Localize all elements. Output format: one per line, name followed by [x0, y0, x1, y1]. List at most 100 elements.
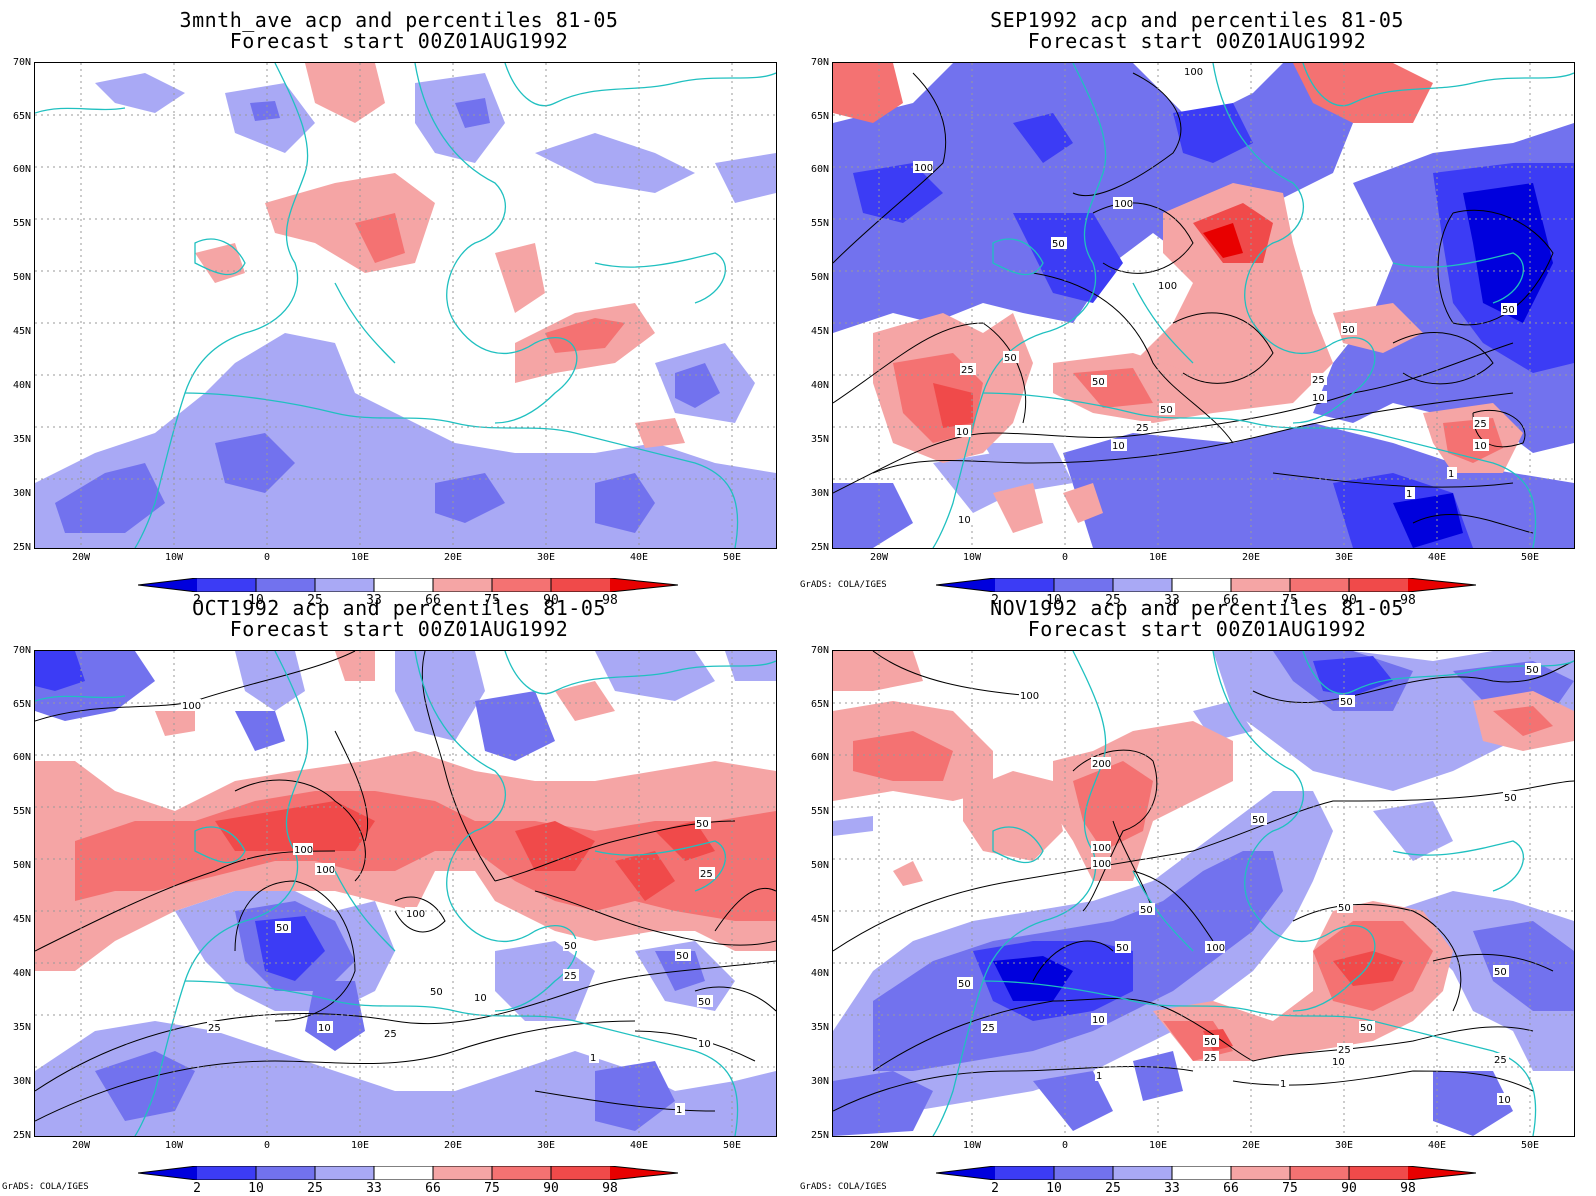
- lon-label: 0: [1061, 1140, 1069, 1151]
- lon-label: 10W: [164, 552, 184, 563]
- lat-label: 70N: [12, 57, 31, 68]
- contour-label: 50: [1340, 697, 1353, 708]
- lon-label: 20E: [443, 1140, 463, 1151]
- colorbar-label: 66: [1223, 593, 1239, 608]
- lat-label: 60N: [810, 164, 829, 175]
- contour-label: 50: [276, 923, 289, 934]
- colorbar: [138, 1166, 678, 1180]
- lat-label: 30N: [810, 488, 829, 499]
- grads-credit: GrADS: COLA/IGES: [2, 1182, 89, 1192]
- contour-label: 10: [318, 1023, 331, 1034]
- colorbar-label: 66: [1223, 1181, 1239, 1196]
- contour-label: 100: [1092, 859, 1111, 870]
- panel-title: SEP1992 acp and percentiles 81-05: [990, 8, 1404, 32]
- contour-label: 10: [956, 427, 969, 438]
- colorbar: [138, 578, 678, 592]
- lat-label: 40N: [810, 968, 829, 979]
- lat-label: 50N: [12, 860, 31, 871]
- contour-label: 50: [696, 819, 709, 830]
- contour-labels: 100 100 100 50 100 50 50 25 50 50 50 25 …: [913, 65, 1517, 526]
- lon-label: 20E: [1241, 1140, 1261, 1151]
- colorbar-label: 10: [1046, 593, 1062, 608]
- colorbar-label: 2: [193, 593, 201, 608]
- contour-label: 50: [1116, 943, 1129, 954]
- panel-subtitle: Forecast start 00Z01AUG1992: [1027, 617, 1367, 641]
- contour-label: 10: [1112, 441, 1125, 452]
- lon-label: 20W: [869, 552, 889, 563]
- lat-label: 30N: [12, 1076, 31, 1087]
- contour-label: 1: [590, 1053, 596, 1064]
- lat-label: 25N: [810, 542, 829, 553]
- lat-label: 35N: [810, 434, 829, 445]
- coastline: [932, 63, 1574, 548]
- contour-label: 200: [1092, 759, 1111, 770]
- lat-label: 70N: [810, 57, 829, 68]
- contour-label: 50: [698, 997, 711, 1008]
- panel-3mnth-ave: 3mnth_ave acp and percentiles 81-05 Fore…: [0, 0, 798, 607]
- contour-label: 10: [1092, 1015, 1105, 1026]
- lon-label: 10E: [350, 552, 370, 563]
- lat-label: 60N: [12, 164, 31, 175]
- contour-label: 25: [1312, 375, 1325, 386]
- contour-label: 50: [564, 941, 577, 952]
- colorbar-label: 2: [991, 1181, 999, 1196]
- colorbar-label: 90: [1341, 1181, 1357, 1196]
- lat-label: 65N: [810, 699, 829, 710]
- lon-label: 20E: [443, 552, 463, 563]
- contour-label: 25: [961, 365, 974, 376]
- contour-label: 10: [958, 515, 971, 526]
- panel-sep1992: SEP1992 acp and percentiles 81-05 Foreca…: [798, 0, 1596, 607]
- shading-blue: [35, 73, 776, 548]
- lat-label: 55N: [810, 806, 829, 817]
- contour-label: 50: [1052, 239, 1065, 250]
- shading-red: [833, 63, 1523, 533]
- contour-label: 50: [1004, 353, 1017, 364]
- colorbar-label: 25: [1105, 1181, 1121, 1196]
- contour-labels: 100 100 100 100 50 50 25 50 50 10 50 25 …: [181, 699, 715, 1116]
- lat-label: 65N: [810, 111, 829, 122]
- lat-label: 35N: [12, 1022, 31, 1033]
- colorbar-label: 33: [366, 1181, 382, 1196]
- colorbar-label: 66: [425, 1181, 441, 1196]
- lon-label: 10E: [350, 1140, 370, 1151]
- colorbar-label: 2: [193, 1181, 201, 1196]
- colorbar-label: 75: [1282, 593, 1298, 608]
- lon-label: 30E: [1334, 1140, 1354, 1151]
- lat-label: 40N: [810, 380, 829, 391]
- lat-label: 45N: [12, 914, 31, 925]
- lon-label: 10E: [1148, 1140, 1168, 1151]
- contour-label: 50: [1338, 903, 1351, 914]
- contour-label: 10: [474, 993, 487, 1004]
- lat-label: 30N: [12, 488, 31, 499]
- colorbar-label: 75: [484, 1181, 500, 1196]
- lat-label: 65N: [12, 111, 31, 122]
- lat-label: 35N: [12, 434, 31, 445]
- lat-label: 50N: [810, 272, 829, 283]
- contour-label: 50: [1342, 325, 1355, 336]
- panel-nov1992: NOV1992 acp and percentiles 81-05 Foreca…: [798, 588, 1596, 1195]
- panel-title: OCT1992 acp and percentiles 81-05: [192, 596, 606, 620]
- lon-label: 10W: [962, 1140, 982, 1151]
- panel-oct1992: OCT1992 acp and percentiles 81-05 Foreca…: [0, 588, 798, 1195]
- lon-label: 50E: [1520, 1140, 1540, 1151]
- contour-label: 25: [700, 869, 713, 880]
- contour-label: 1: [1280, 1079, 1286, 1090]
- contour-label: 100: [316, 865, 335, 876]
- colorbar-label: 66: [425, 593, 441, 608]
- lon-label: 0: [263, 1140, 271, 1151]
- lat-label: 65N: [12, 699, 31, 710]
- panel-title: 3mnth_ave acp and percentiles 81-05: [179, 8, 619, 32]
- contour-labels: 100 50 50 200 100 100 50 50 50 50 100 50…: [957, 663, 1541, 1106]
- lon-label: 30E: [536, 1140, 556, 1151]
- map-canvas: 100 50 50 200 100 100 50 50 50 50 100 50…: [833, 651, 1574, 1136]
- colorbar: [936, 578, 1476, 592]
- lat-label: 30N: [810, 1076, 829, 1087]
- lat-label: 45N: [810, 326, 829, 337]
- contour-label: 100: [1114, 199, 1133, 210]
- colorbar-label: 2: [991, 593, 999, 608]
- colorbar-label: 25: [1105, 593, 1121, 608]
- map-plot: 100 100 100 100 50 50 25 50 50 10 50 25 …: [34, 650, 777, 1137]
- lon-label: 30E: [536, 552, 556, 563]
- lat-label: 45N: [810, 914, 829, 925]
- lat-label: 25N: [12, 1130, 31, 1141]
